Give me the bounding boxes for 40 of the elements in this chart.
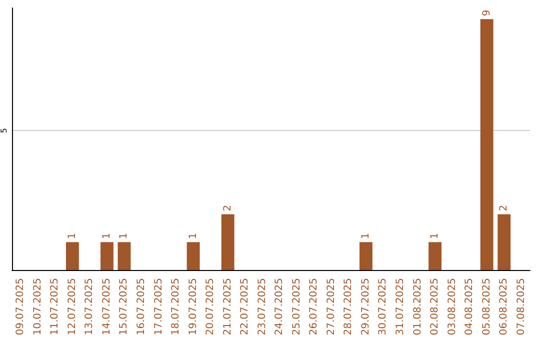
x-tick-label: 22.07.2025 [240,278,251,336]
x-tick-label: 02.08.2025 [430,278,441,336]
x-tick-label: 07.08.2025 [516,278,527,336]
x-tick-label: 03.08.2025 [446,278,458,336]
x-tick-label: 10.07.2025 [32,278,44,336]
y-tick-label: 5 [0,128,8,134]
x-tick-label: 21.07.2025 [222,278,234,336]
x-tick-label: 13.07.2025 [84,278,96,336]
x-tick-label: 09.07.2025 [15,278,26,336]
data-label: 1 [188,232,199,240]
x-tick-label: 15.07.2025 [118,278,130,336]
x-tick-label: 01.08.2025 [412,278,424,336]
x-tick-label: 24.07.2025 [274,278,286,336]
data-label: 1 [430,232,441,240]
data-label: 1 [118,232,130,240]
x-tick-label: 14.07.2025 [101,278,112,336]
x-tick-label: 28.07.2025 [343,278,354,336]
data-label: 9 [481,10,492,16]
x-tick-label: 17.07.2025 [153,278,164,336]
data-label: 1 [101,232,112,240]
x-tick-label: 23.07.2025 [256,278,268,336]
data-label: 2 [498,204,510,212]
x-tick-label: 06.08.2025 [498,278,510,336]
x-tick-label: 26.07.2025 [308,278,320,336]
data-label: 1 [360,232,372,240]
x-tick-label: 30.07.2025 [378,278,389,336]
x-tick-label: 27.07.2025 [326,278,337,336]
x-tick-label: 04.08.2025 [464,278,476,336]
data-label: 2 [222,204,234,212]
x-tick-label: 05.08.2025 [481,278,492,336]
x-tick-label: 18.07.2025 [170,278,182,336]
x-tick-label: 29.07.2025 [360,278,372,336]
x-tick-label: 31.07.2025 [395,278,406,336]
data-label: 1 [66,232,78,240]
x-tick-label: 20.07.2025 [205,278,216,336]
x-tick-label: 16.07.2025 [136,278,147,336]
x-tick-label: 19.07.2025 [188,278,199,336]
x-tick-label: 12.07.2025 [66,278,78,336]
x-tick-label: 11.07.2025 [50,278,61,336]
x-tick-label: 25.07.2025 [291,278,302,336]
